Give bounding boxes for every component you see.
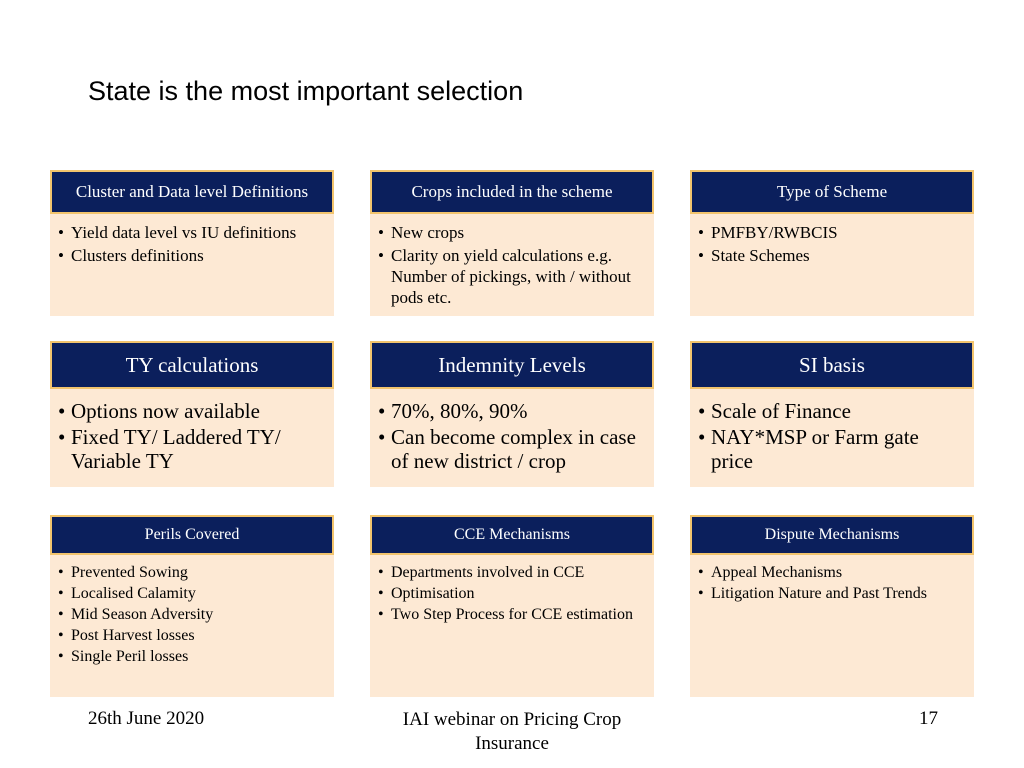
bullet-item: PMFBY/RWBCIS <box>698 222 960 243</box>
bullet-item: NAY*MSP or Farm gate price <box>698 425 960 473</box>
bullet-item: Fixed TY/ Laddered TY/ Variable TY <box>58 425 320 473</box>
footer-date: 26th June 2020 <box>88 708 205 729</box>
card-header: Crops included in the scheme <box>370 170 654 214</box>
bullet-item: Scale of Finance <box>698 399 960 423</box>
card-header: SI basis <box>690 341 974 389</box>
card-cce-mechanisms: CCE Mechanisms Departments involved in C… <box>370 515 654 697</box>
bullet-item: Optimisation <box>378 584 640 603</box>
bullet-item: Departments involved in CCE <box>378 563 640 582</box>
footer-event-line: Insurance <box>475 733 549 754</box>
card-dispute-mechanisms: Dispute Mechanisms Appeal Mechanisms Lit… <box>690 515 974 697</box>
bullet-item: State Schemes <box>698 245 960 266</box>
bullet-item: Prevented Sowing <box>58 563 320 582</box>
bullet-item: New crops <box>378 222 640 243</box>
bullet-item: Options now available <box>58 399 320 423</box>
footer-event: IAI webinar on Pricing Crop Insurance <box>362 708 662 756</box>
card-header: CCE Mechanisms <box>370 515 654 555</box>
bullet-item: Appeal Mechanisms <box>698 563 960 582</box>
card-header: Type of Scheme <box>690 170 974 214</box>
bullet-item: Localised Calamity <box>58 584 320 603</box>
card-body: Yield data level vs IU definitions Clust… <box>50 214 334 266</box>
card-body: PMFBY/RWBCIS State Schemes <box>690 214 974 266</box>
bullet-item: Can become complex in case of new distri… <box>378 425 640 473</box>
card-perils-covered: Perils Covered Prevented Sowing Localise… <box>50 515 334 697</box>
card-header: Dispute Mechanisms <box>690 515 974 555</box>
card-body: Appeal Mechanisms Litigation Nature and … <box>690 555 974 603</box>
card-body: Prevented Sowing Localised Calamity Mid … <box>50 555 334 666</box>
card-header: TY calculations <box>50 341 334 389</box>
bullet-item: Post Harvest losses <box>58 626 320 645</box>
bullet-item: Clarity on yield calculations e.g. Numbe… <box>378 245 640 308</box>
bullet-item: Litigation Nature and Past Trends <box>698 584 960 603</box>
card-indemnity-levels: Indemnity Levels 70%, 80%, 90% Can becom… <box>370 341 654 487</box>
bullet-item: 70%, 80%, 90% <box>378 399 640 423</box>
card-crops-included: Crops included in the scheme New crops C… <box>370 170 654 316</box>
bullet-item: Yield data level vs IU definitions <box>58 222 320 243</box>
bullet-item: Mid Season Adversity <box>58 605 320 624</box>
card-header: Perils Covered <box>50 515 334 555</box>
card-type-of-scheme: Type of Scheme PMFBY/RWBCIS State Scheme… <box>690 170 974 316</box>
card-ty-calculations: TY calculations Options now available Fi… <box>50 341 334 487</box>
footer-event-line: IAI webinar on Pricing Crop <box>402 709 622 730</box>
slide-title: State is the most important selection <box>88 76 524 106</box>
bullet-item: Single Peril losses <box>58 647 320 666</box>
card-body: New crops Clarity on yield calculations … <box>370 214 654 308</box>
card-body: Scale of Finance NAY*MSP or Farm gate pr… <box>690 389 974 473</box>
card-header: Cluster and Data level Definitions <box>50 170 334 214</box>
card-header: Indemnity Levels <box>370 341 654 389</box>
card-body: 70%, 80%, 90% Can become complex in case… <box>370 389 654 473</box>
card-body: Departments involved in CCE Optimisation… <box>370 555 654 624</box>
card-si-basis: SI basis Scale of Finance NAY*MSP or Far… <box>690 341 974 487</box>
bullet-item: Clusters definitions <box>58 245 320 266</box>
page-number: 17 <box>919 708 938 729</box>
card-cluster-definitions: Cluster and Data level Definitions Yield… <box>50 170 334 316</box>
card-body: Options now available Fixed TY/ Laddered… <box>50 389 334 473</box>
bullet-item: Two Step Process for CCE estimation <box>378 605 640 624</box>
